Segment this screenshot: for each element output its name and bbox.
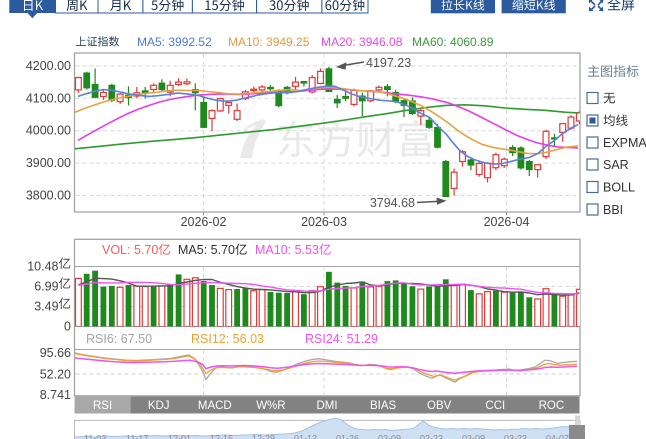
- svg-text:03-09: 03-09: [462, 434, 485, 439]
- svg-text:2026-04: 2026-04: [484, 215, 530, 229]
- svg-text:OBV: OBV: [427, 400, 452, 412]
- svg-text:52.20: 52.20: [40, 368, 71, 382]
- svg-text:6.99: 6.99: [34, 280, 58, 294]
- svg-text:4200.00: 4200.00: [26, 59, 71, 73]
- svg-text:8.741: 8.741: [40, 388, 71, 402]
- svg-text:10.48: 10.48: [27, 260, 58, 274]
- svg-text:03-23: 03-23: [504, 434, 527, 439]
- svg-text:01-26: 01-26: [336, 434, 359, 439]
- svg-text:MACD: MACD: [198, 400, 232, 412]
- svg-text:BBI: BBI: [603, 203, 623, 217]
- svg-text:RSI24: 51.29: RSI24: 51.29: [305, 332, 378, 346]
- svg-text:KDJ: KDJ: [148, 400, 170, 412]
- svg-text:11-17: 11-17: [126, 434, 148, 439]
- svg-text:3900.00: 3900.00: [26, 156, 71, 170]
- svg-text:RSI6: 67.50: RSI6: 67.50: [86, 332, 152, 346]
- svg-text:BIAS: BIAS: [370, 400, 397, 412]
- svg-text:11-03: 11-03: [84, 434, 106, 439]
- svg-text:4197.23: 4197.23: [366, 56, 411, 70]
- svg-text:MA60: 4060.89: MA60: 4060.89: [412, 35, 494, 49]
- svg-text:DMI: DMI: [316, 400, 337, 412]
- svg-text:EXPMA: EXPMA: [603, 136, 646, 150]
- svg-text:04-07: 04-07: [546, 434, 569, 439]
- svg-text:ROC: ROC: [539, 400, 565, 412]
- svg-text:MA10: 5.53: MA10: 5.53: [255, 243, 319, 257]
- svg-text:0: 0: [64, 320, 71, 334]
- svg-text:CCI: CCI: [485, 400, 505, 412]
- svg-text:12-29: 12-29: [252, 434, 275, 439]
- svg-text:MA10: 3949.25: MA10: 3949.25: [228, 35, 310, 49]
- svg-text:RSI: RSI: [93, 400, 112, 412]
- svg-text:MA5: 3992.52: MA5: 3992.52: [137, 35, 212, 49]
- svg-text:SAR: SAR: [603, 158, 629, 172]
- svg-text:VOL: 5.70: VOL: 5.70: [102, 243, 158, 257]
- svg-text:02-09: 02-09: [378, 434, 401, 439]
- svg-text:95.66: 95.66: [40, 346, 71, 360]
- svg-text:3794.68: 3794.68: [370, 196, 415, 210]
- svg-text:W%R: W%R: [256, 400, 285, 412]
- svg-text:12-15: 12-15: [210, 434, 233, 439]
- svg-text:2026-03: 2026-03: [301, 215, 347, 229]
- svg-text:MA5: 5.70: MA5: 5.70: [178, 243, 235, 257]
- svg-text:MA20: 3946.08: MA20: 3946.08: [321, 35, 403, 49]
- svg-text:2026-02: 2026-02: [181, 215, 227, 229]
- svg-text:RSI12: 56.03: RSI12: 56.03: [191, 332, 264, 346]
- svg-text:02-23: 02-23: [420, 434, 443, 439]
- svg-text:3800.00: 3800.00: [26, 189, 71, 203]
- svg-text:BOLL: BOLL: [603, 181, 635, 195]
- svg-text:01-12: 01-12: [294, 434, 317, 439]
- svg-text:4100.00: 4100.00: [26, 91, 71, 105]
- svg-text:4000.00: 4000.00: [26, 124, 71, 138]
- svg-text:12-01: 12-01: [168, 434, 191, 439]
- svg-text:3.49: 3.49: [34, 300, 58, 314]
